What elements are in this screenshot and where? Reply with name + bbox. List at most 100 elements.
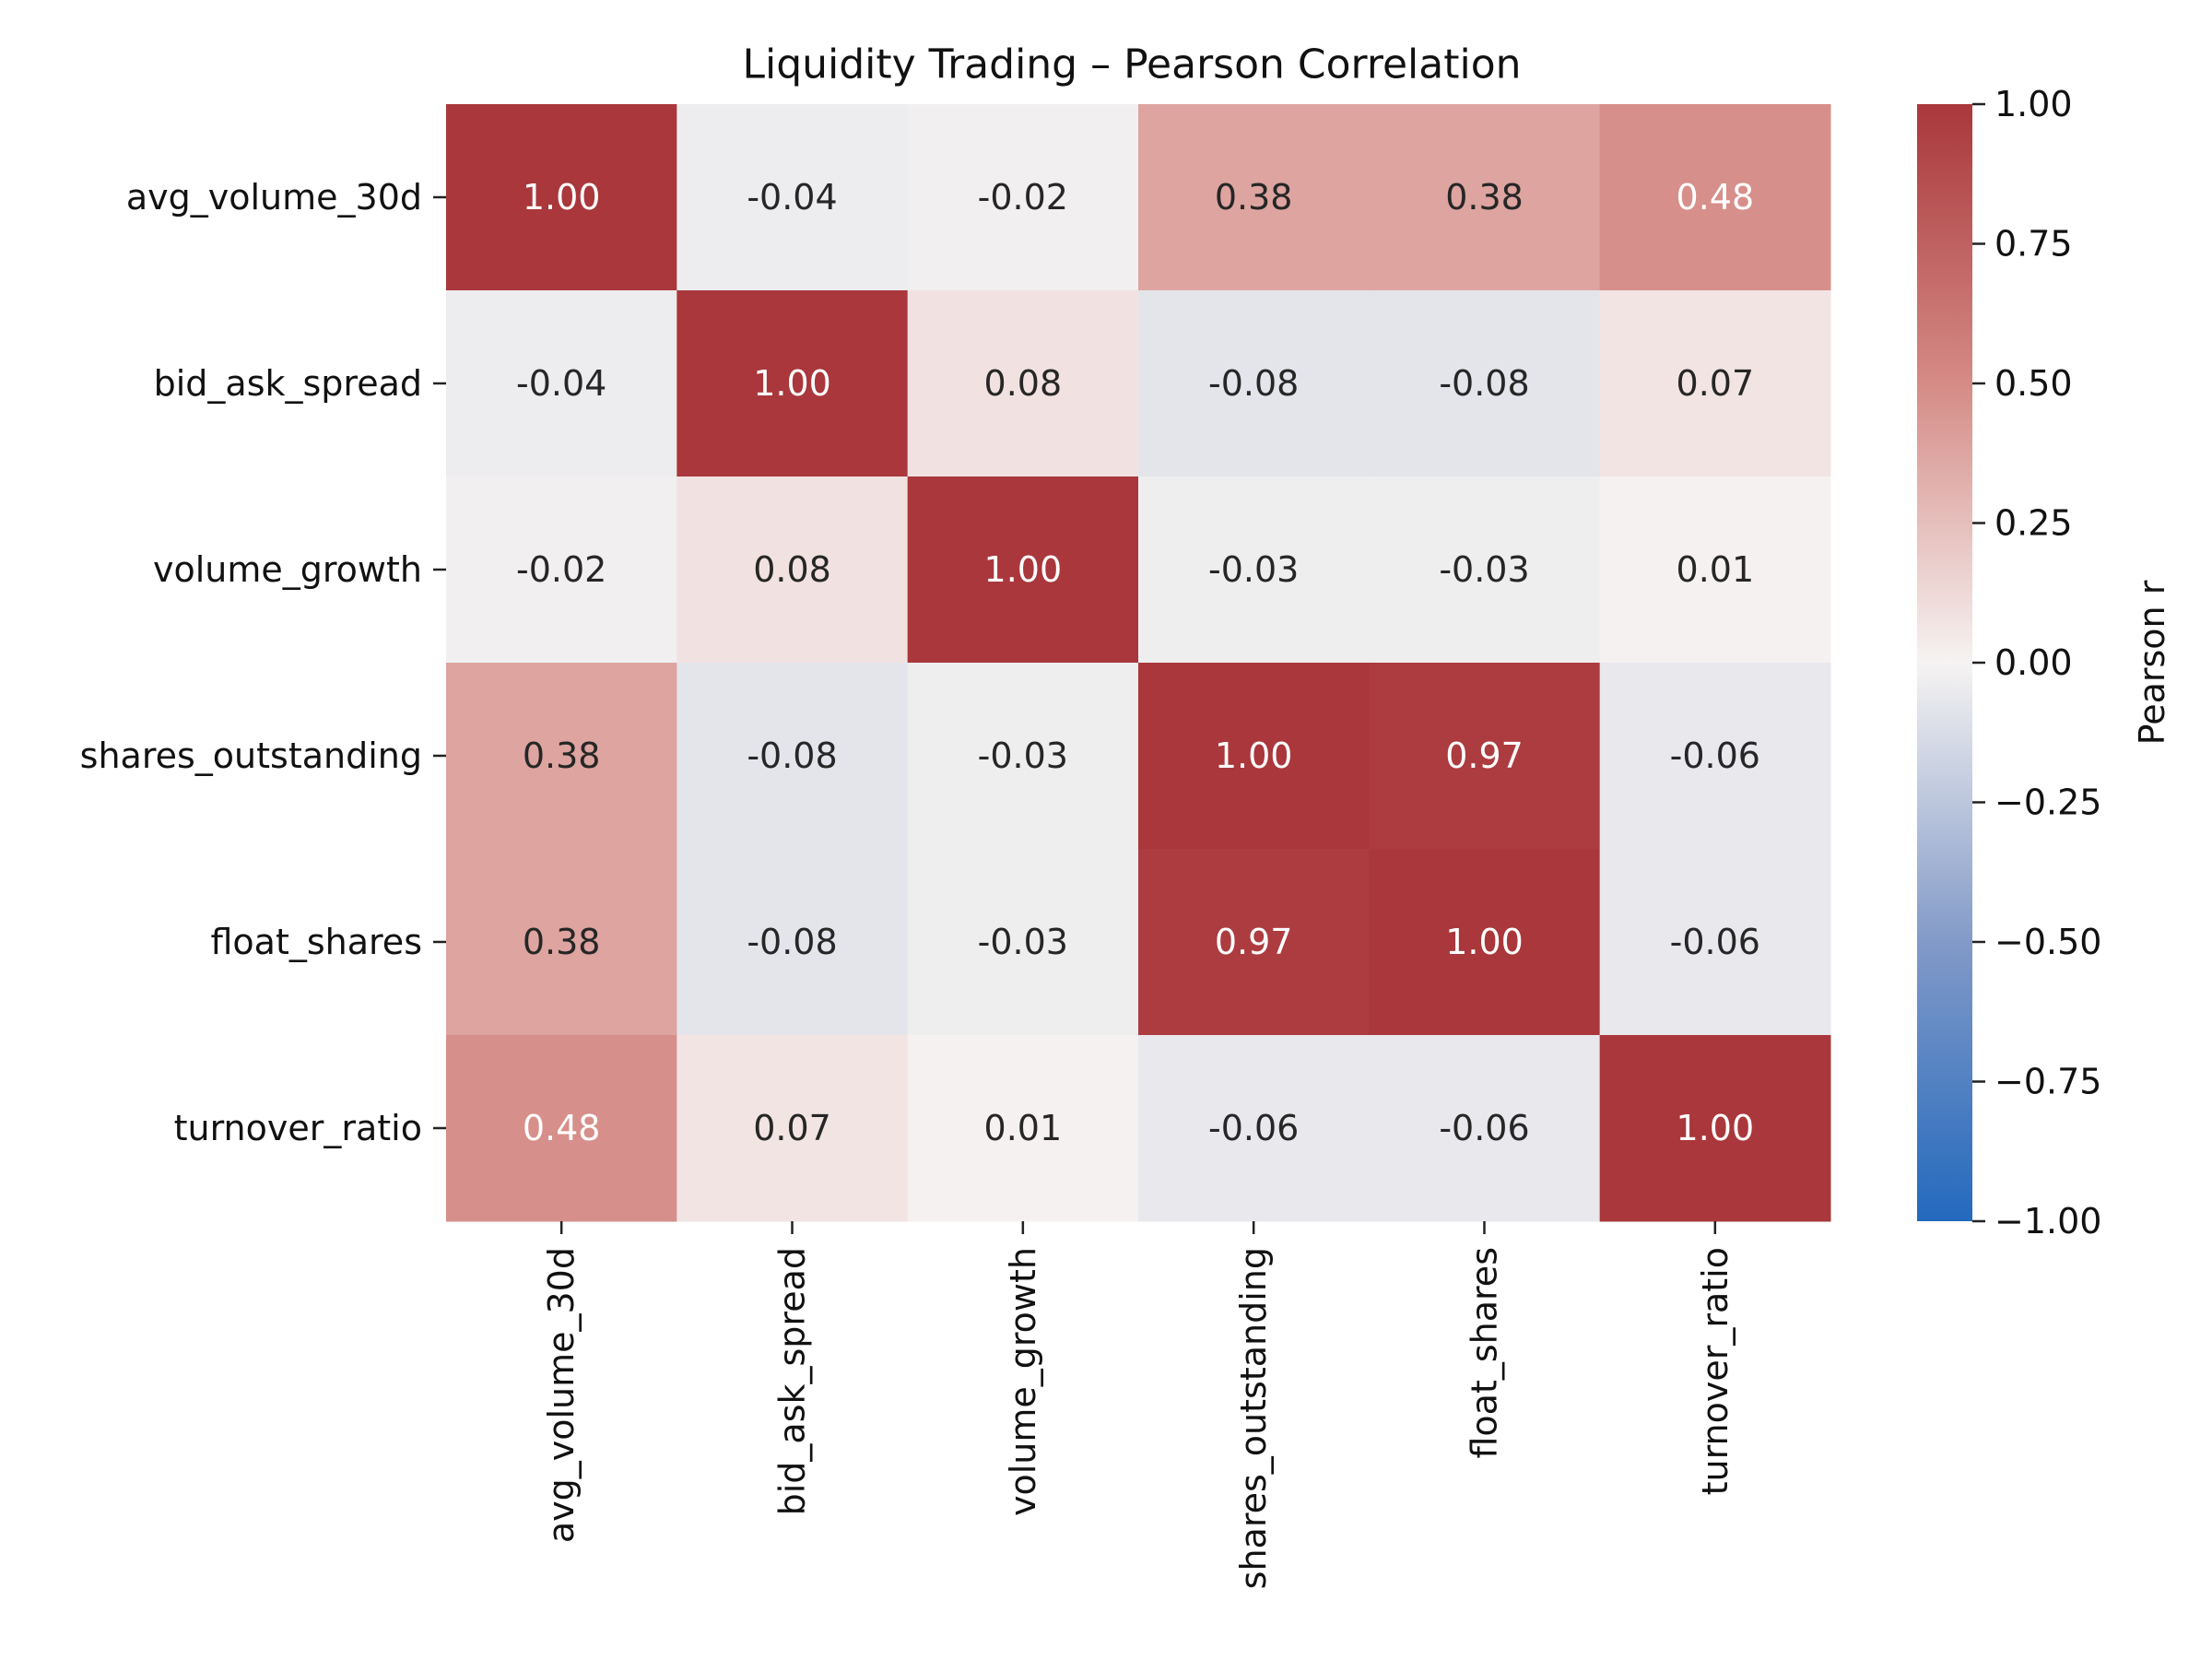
cell-value-label: 1.00	[1445, 922, 1524, 962]
heatmap-cell	[907, 663, 1139, 850]
heatmap-cell	[677, 104, 909, 291]
heatmap-cell	[677, 290, 909, 477]
cell-value-label: -0.03	[978, 922, 1068, 962]
cell-value-label: 0.48	[1677, 177, 1755, 218]
x-tick-label: turnover_ratio	[1695, 1247, 1735, 1495]
heatmap-cell	[907, 104, 1139, 291]
heatmap-cell	[446, 477, 677, 664]
y-tick-label: float_shares	[210, 922, 422, 962]
chart-title: Liquidity Trading – Pearson Correlation	[742, 41, 1521, 88]
x-tick-label: float_shares	[1465, 1247, 1505, 1459]
x-tick-label: volume_growth	[1003, 1247, 1043, 1516]
y-tick-label: turnover_ratio	[174, 1108, 422, 1148]
cell-value-label: -0.02	[978, 177, 1068, 218]
heatmap-cell	[446, 849, 677, 1036]
colorbar	[1917, 104, 1972, 1221]
heatmap-cell	[1599, 1035, 1831, 1222]
heatmap-cell	[1138, 849, 1370, 1036]
cell-value-label: 1.00	[984, 549, 1063, 590]
cell-value-label: 0.97	[1445, 735, 1524, 776]
cell-value-label: 0.38	[1445, 177, 1524, 218]
colorbar-tick-label: 0.00	[1994, 642, 2073, 683]
cell-value-label: 0.07	[1677, 363, 1755, 404]
heatmap-cells	[446, 104, 1831, 1222]
cell-value-label: -0.06	[1670, 922, 1760, 962]
cell-value-label: -0.08	[1208, 363, 1299, 404]
colorbar-tick-label: −0.50	[1994, 922, 2101, 962]
y-tick-label: avg_volume_30d	[126, 177, 422, 218]
heatmap-cell	[1138, 290, 1370, 477]
colorbar-tick-label: −0.75	[1994, 1062, 2101, 1102]
heatmap-cell	[446, 104, 677, 291]
y-tick-label: volume_growth	[153, 549, 422, 590]
heatmap-cell	[1369, 104, 1601, 291]
cell-value-label: 1.00	[753, 363, 831, 404]
colorbar-tick-label: 0.25	[1994, 503, 2073, 544]
y-tick-label: shares_outstanding	[80, 735, 422, 776]
cell-value-label: -0.02	[516, 549, 606, 590]
heatmap-cell	[446, 663, 677, 850]
y-tick-label: bid_ask_spread	[154, 363, 422, 404]
heatmap-cell-labels: 1.00 -0.04 -0.02 0.38 0.38 0.48 -0.04 1.00 0.08 -…	[516, 177, 1760, 1148]
cell-value-label: -0.03	[1208, 549, 1299, 590]
heatmap-cell	[1599, 104, 1831, 291]
cell-value-label: -0.08	[747, 922, 837, 962]
x-tick-label: avg_volume_30d	[541, 1247, 582, 1543]
cell-value-label: -0.03	[1439, 549, 1529, 590]
cell-value-label: 0.38	[523, 735, 601, 776]
cell-value-label: -0.04	[516, 363, 606, 404]
heatmap-cell	[907, 1035, 1139, 1222]
cell-value-label: 1.00	[523, 177, 601, 218]
x-tick-label: shares_outstanding	[1233, 1247, 1274, 1589]
heatmap-cell	[1369, 290, 1601, 477]
cell-value-label: 0.08	[984, 363, 1063, 404]
heatmap-cell	[677, 663, 909, 850]
heatmap-cell	[1369, 663, 1601, 850]
cell-value-label: -0.08	[747, 735, 837, 776]
heatmap-cell	[1138, 477, 1370, 664]
heatmap-cell	[1599, 290, 1831, 477]
heatmap-cell	[1369, 849, 1601, 1036]
heatmap-cell	[1138, 663, 1370, 850]
heatmap-cell	[677, 1035, 909, 1222]
colorbar-tick-label: 0.50	[1994, 363, 2073, 404]
x-axis: avg_volume_30d bid_ask_spread volume_growt…	[541, 1221, 1735, 1589]
colorbar-ticks: 1.00 0.75 0.50 0.25 0.00 −0.25 −0.50 −0.75 −1.00	[1972, 84, 2101, 1241]
heatmap-cell	[907, 290, 1139, 477]
cell-value-label: -0.06	[1208, 1108, 1299, 1148]
heatmap-cell	[1599, 477, 1831, 664]
cell-value-label: -0.06	[1439, 1108, 1529, 1148]
colorbar-label: Pearson r	[2132, 580, 2172, 745]
heatmap-cell	[1369, 477, 1601, 664]
cell-value-label: 0.48	[523, 1108, 601, 1148]
heatmap-cell	[446, 1035, 677, 1222]
heatmap-cell	[677, 477, 909, 664]
x-tick-label: bid_ask_spread	[772, 1247, 813, 1515]
cell-value-label: 0.38	[1215, 177, 1293, 218]
heatmap-cell	[1369, 1035, 1601, 1222]
cell-value-label: 0.01	[984, 1108, 1063, 1148]
heatmap-cell	[446, 290, 677, 477]
cell-value-label: -0.06	[1670, 735, 1760, 776]
colorbar-tick-label: −1.00	[1994, 1201, 2101, 1241]
cell-value-label: -0.04	[747, 177, 837, 218]
cell-value-label: 0.97	[1215, 922, 1293, 962]
heatmap-cell	[1138, 1035, 1370, 1222]
heatmap-cell	[1599, 849, 1831, 1036]
heatmap-cell	[907, 477, 1139, 664]
colorbar-tick-label: 1.00	[1994, 84, 2073, 124]
colorbar-tick-label: 0.75	[1994, 224, 2073, 265]
cell-value-label: 0.01	[1677, 549, 1755, 590]
heatmap-cell	[677, 849, 909, 1036]
cell-value-label: -0.03	[978, 735, 1068, 776]
cell-value-label: 0.38	[523, 922, 601, 962]
cell-value-label: 1.00	[1677, 1108, 1755, 1148]
cell-value-label: 1.00	[1215, 735, 1293, 776]
cell-value-label: -0.08	[1439, 363, 1529, 404]
y-axis: avg_volume_30d bid_ask_spread volume_growt…	[80, 177, 446, 1148]
cell-value-label: 0.07	[753, 1108, 831, 1148]
heatmap-cell	[907, 849, 1139, 1036]
heatmap-cell	[1599, 663, 1831, 850]
cell-value-label: 0.08	[753, 549, 831, 590]
